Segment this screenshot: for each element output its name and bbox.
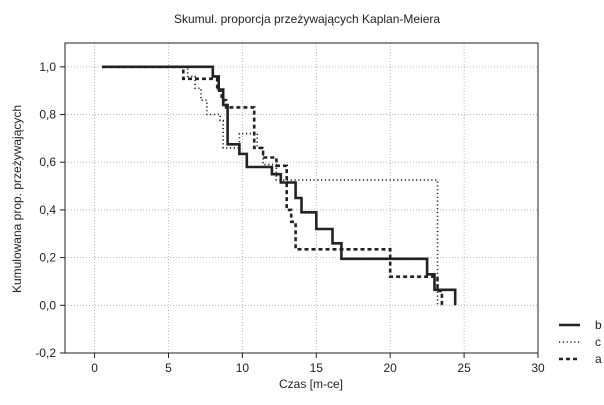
legend: bca [559,318,602,366]
y-tick-label: 1,0 [39,60,56,74]
y-tick-label: 0,2 [39,251,56,265]
x-tick-label: 25 [457,361,471,375]
y-tick-label: -0,2 [35,346,56,360]
y-tick-label: 0,0 [39,298,56,312]
legend-label-b: b [595,318,602,332]
plot-frame [64,42,539,354]
series-lines [102,65,457,306]
x-tick-label: 30 [531,361,545,375]
axis-ticks: 0 5 10 15 20 25 30 -0,2 0,0 0,2 0,4 0,6 0,8 1,0 [35,60,545,375]
x-tick-label: 5 [165,361,172,375]
x-tick-label: 15 [310,361,324,375]
y-tick-label: 0,6 [39,155,56,169]
chart-title: Skumul. proporcja przeżywających Kaplan-… [174,12,440,26]
legend-label-a: a [595,352,602,366]
series-line-a [102,65,444,306]
y-axis-label: Kumulowana prop. przeżywających [10,105,24,293]
x-tick-label: 20 [384,361,398,375]
x-tick-label: 10 [236,361,250,375]
y-tick-label: 0,4 [39,203,56,217]
x-axis-label: Czas [m-ce] [279,377,343,391]
series-line-b [102,65,457,306]
y-tick-label: 0,8 [39,108,56,122]
legend-label-c: c [595,335,601,349]
series-line-c [102,66,439,306]
x-tick-label: 0 [91,361,98,375]
